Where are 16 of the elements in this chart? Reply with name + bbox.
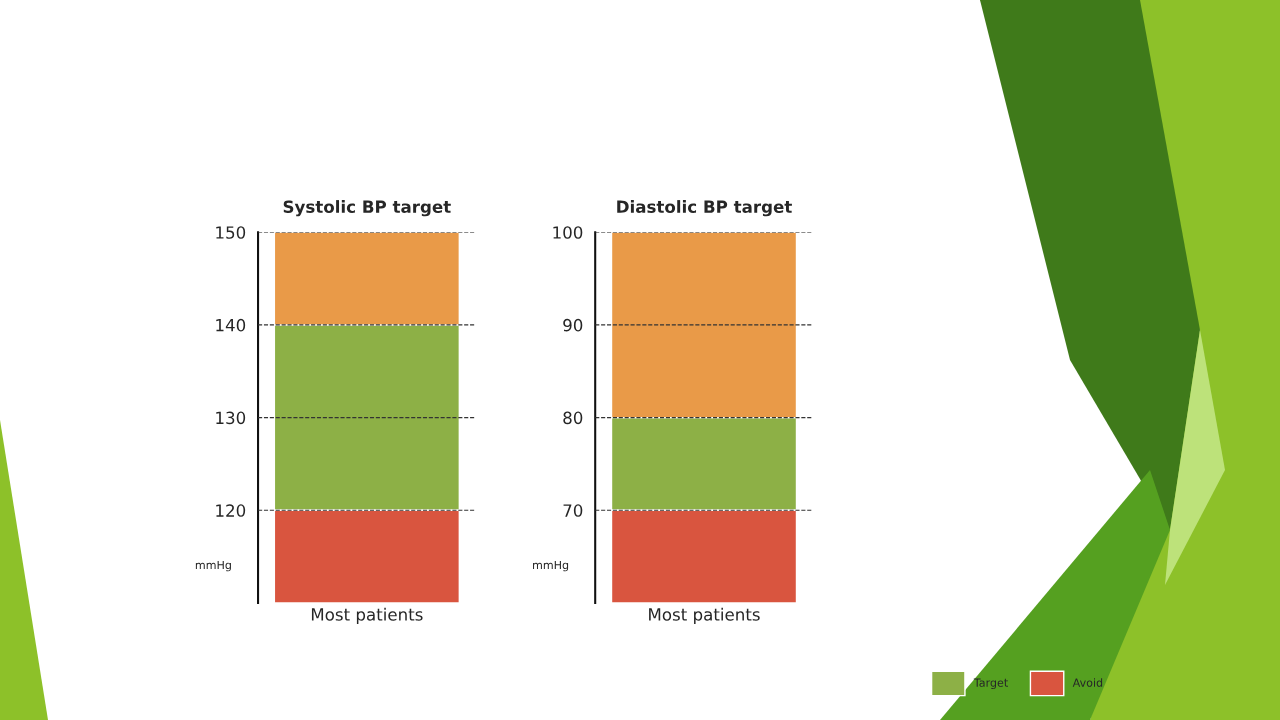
- y-tick-label: 150: [216, 226, 246, 239]
- y-tick-label: 130: [216, 411, 246, 425]
- chart-title: Diastolic BP target: [617, 200, 792, 217]
- y-axis-title: mmHg: [533, 560, 569, 572]
- y-tick-label: 70: [563, 504, 583, 517]
- y-tick-label: 120: [216, 504, 246, 517]
- y-tick-label: 90: [563, 318, 583, 332]
- y-tick-label: 100: [553, 226, 583, 239]
- legend-label: Target: [973, 678, 1008, 689]
- chart-title: Systolic BP target: [283, 200, 451, 217]
- y-axis-title: mmHg: [195, 560, 231, 572]
- y-tick-label: 140: [216, 318, 246, 332]
- x-tick-label: Most patients: [311, 607, 423, 624]
- legend-label: Avoid: [1072, 678, 1103, 687]
- x-tick-label: Most patients: [649, 607, 760, 624]
- y-tick-label: 80: [563, 411, 583, 425]
